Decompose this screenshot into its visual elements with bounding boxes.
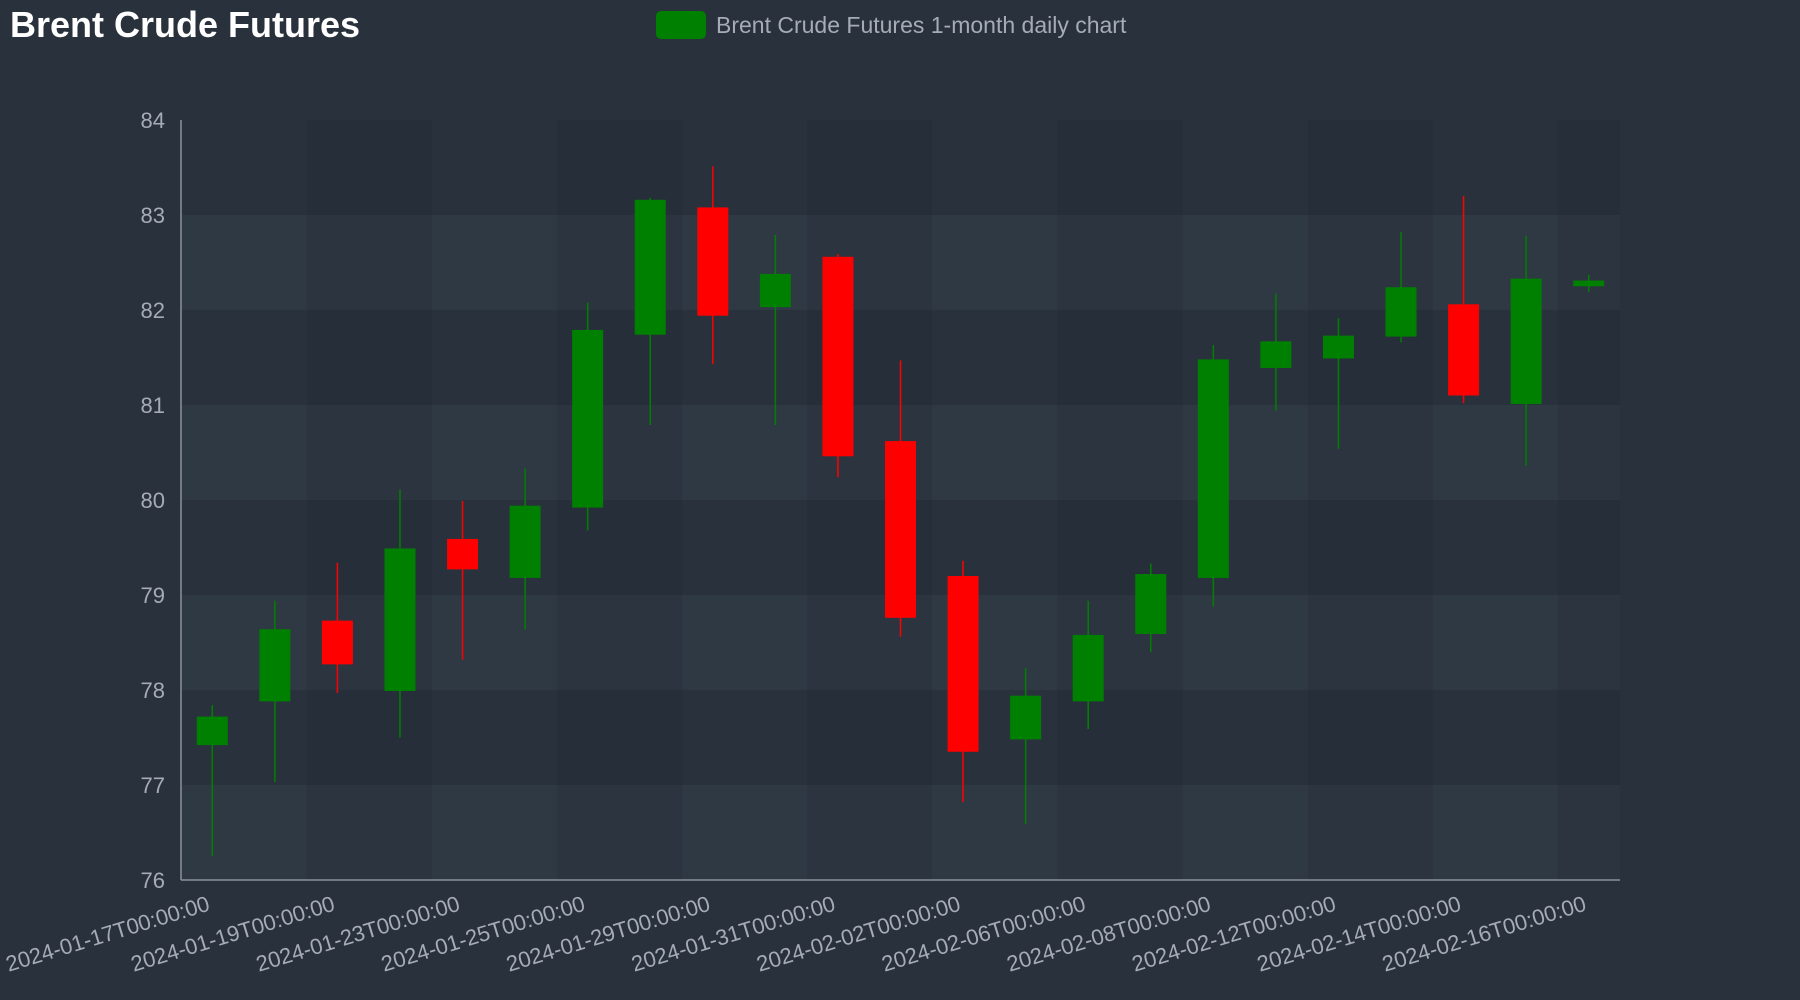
x-tick-label: 2024-01-23T00:00:00 bbox=[253, 891, 463, 977]
candle-body bbox=[1260, 341, 1292, 368]
x-tick-label: 2024-02-16T00:00:00 bbox=[1379, 891, 1589, 977]
candle-body bbox=[759, 273, 791, 308]
candle-body bbox=[572, 329, 604, 508]
y-tick-label: 82 bbox=[141, 298, 165, 323]
candle-body bbox=[196, 716, 228, 746]
y-tick-label: 81 bbox=[141, 393, 165, 418]
candle-body bbox=[1072, 634, 1104, 702]
candle-body bbox=[384, 548, 416, 691]
candle-body bbox=[947, 576, 979, 752]
x-tick-label: 2024-02-12T00:00:00 bbox=[1129, 891, 1339, 977]
candle-body bbox=[1322, 335, 1354, 359]
legend[interactable]: Brent Crude Futures 1-month daily chart bbox=[656, 10, 1126, 40]
x-tick-label: 2024-01-29T00:00:00 bbox=[503, 891, 713, 977]
x-tick-label: 2024-02-08T00:00:00 bbox=[1004, 891, 1214, 977]
candle-body bbox=[885, 441, 916, 618]
chart-title: Brent Crude Futures bbox=[10, 4, 361, 45]
y-tick-label: 76 bbox=[141, 868, 165, 893]
grid-band-x bbox=[306, 120, 432, 880]
y-tick-label: 84 bbox=[141, 108, 165, 133]
candle-body bbox=[259, 629, 291, 702]
candle-body bbox=[822, 256, 854, 457]
y-tick-label: 77 bbox=[141, 773, 165, 798]
y-tick-label: 78 bbox=[141, 678, 165, 703]
candle-body bbox=[1385, 287, 1417, 337]
legend-swatch[interactable] bbox=[656, 11, 706, 39]
x-tick-label: 2024-02-02T00:00:00 bbox=[754, 891, 964, 977]
grid-band-x bbox=[1557, 120, 1620, 880]
candle-body bbox=[321, 620, 353, 665]
y-tick-label: 79 bbox=[141, 583, 165, 608]
candle-body bbox=[634, 199, 666, 335]
candle-body bbox=[697, 207, 729, 316]
grid-band-y bbox=[181, 785, 1620, 880]
legend-label[interactable]: Brent Crude Futures 1-month daily chart bbox=[716, 11, 1127, 38]
x-tick-label: 2024-01-25T00:00:00 bbox=[378, 891, 588, 977]
candle-body bbox=[1448, 304, 1480, 396]
grid-band-x bbox=[1057, 120, 1183, 880]
x-tick-label: 2024-01-31T00:00:00 bbox=[628, 891, 838, 977]
y-tick-label: 80 bbox=[141, 488, 165, 513]
grid-band-x bbox=[1307, 120, 1433, 880]
candle-body bbox=[509, 505, 541, 578]
grid-band-y bbox=[181, 215, 1620, 310]
candle-body bbox=[1197, 359, 1229, 578]
candle-body bbox=[1510, 278, 1542, 405]
x-tick-label: 2024-02-14T00:00:00 bbox=[1254, 891, 1464, 977]
candle-body bbox=[447, 538, 479, 570]
x-tick-label: 2024-02-06T00:00:00 bbox=[879, 891, 1089, 977]
candle-body bbox=[1573, 280, 1605, 287]
candle-body bbox=[1135, 574, 1167, 634]
x-tick-label: 2024-01-17T00:00:00 bbox=[3, 891, 213, 977]
candle-body bbox=[1010, 695, 1042, 740]
x-tick-label: 2024-01-19T00:00:00 bbox=[128, 891, 338, 977]
y-tick-label: 83 bbox=[141, 203, 165, 228]
